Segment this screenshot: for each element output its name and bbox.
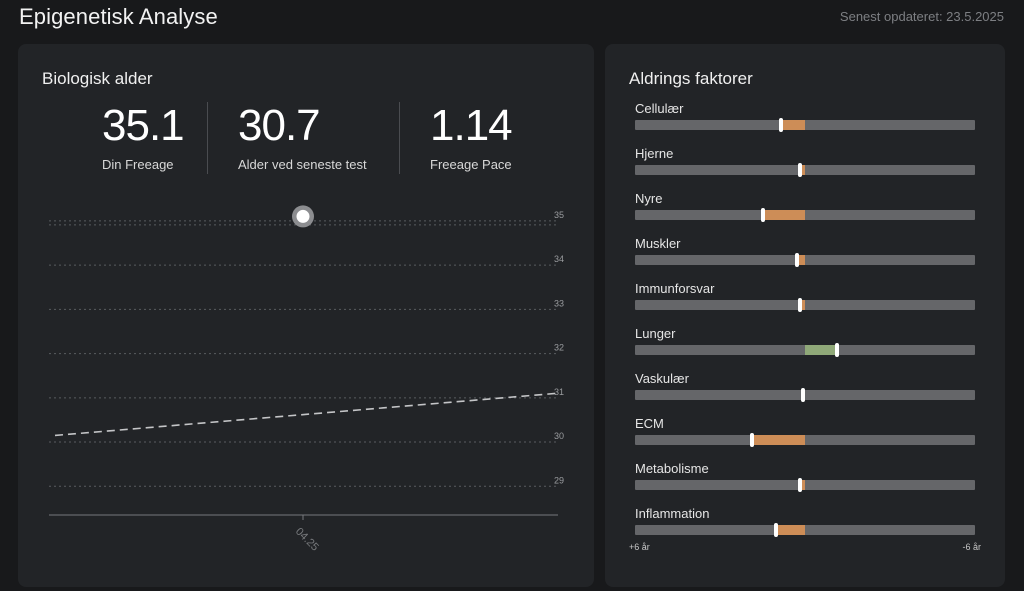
aging-factor-track — [635, 388, 975, 402]
age-chart: 35 34 33 32 31 30 29 04.25 — [49, 205, 564, 554]
last-updated-text: Senest opdateret: 23.5.2025 — [839, 9, 1004, 24]
freeage-pace-label: Freeage Pace — [430, 157, 512, 172]
y-tick-label: 33 — [554, 298, 564, 308]
aging-factor-track — [635, 523, 975, 537]
y-tick-label: 34 — [554, 254, 564, 264]
aging-factor-fill — [799, 480, 805, 490]
aging-factor-label: Cellulær — [635, 101, 684, 116]
freeage-stat: 35.1 Din Freeage — [102, 101, 185, 173]
aging-factor-label: Nyre — [635, 191, 663, 206]
biological-age-card: Biologisk alder 35.1 Din Freeage 30.7 Al… — [18, 44, 594, 587]
aging-factor-row: ECM — [635, 416, 975, 447]
aging-factor-fill — [799, 300, 805, 310]
last-test-age-stat: 30.7 Alder ved seneste test — [238, 101, 367, 173]
y-tick-label: 32 — [554, 343, 564, 353]
aging-factors-card: Aldrings faktorer Cellulær Hjerne Nyre Musk… — [605, 44, 1005, 587]
freeage-value: 35.1 — [102, 101, 185, 150]
aging-factor-row: Hjerne — [635, 146, 975, 177]
aging-factor-row: Cellulær — [635, 101, 975, 132]
aging-factor-marker — [760, 208, 765, 222]
trend-line — [54, 392, 557, 437]
aging-factor-track — [635, 343, 975, 357]
biological-age-title: Biologisk alder — [42, 69, 153, 88]
y-tick-label: 31 — [554, 387, 564, 397]
freeage-label: Din Freeage — [102, 157, 174, 172]
y-tick-label: 35 — [554, 210, 564, 220]
aging-factor-fill — [805, 345, 838, 355]
scale-left-label: +6 år — [629, 542, 650, 552]
stat-divider — [399, 102, 400, 174]
aging-factor-row: Metabolisme — [635, 461, 975, 492]
aging-factor-marker — [797, 298, 802, 312]
aging-factor-label: Muskler — [635, 236, 681, 251]
aging-factor-row: Nyre — [635, 191, 975, 222]
aging-factor-label: Vaskulær — [635, 371, 689, 386]
aging-factor-label: ECM — [635, 416, 664, 431]
data-point — [296, 209, 310, 223]
aging-factor-marker — [835, 343, 840, 357]
aging-factor-track — [635, 433, 975, 447]
last-test-age-value: 30.7 — [238, 101, 321, 150]
y-tick-label: 30 — [554, 431, 564, 441]
aging-factor-label: Inflammation — [635, 506, 710, 521]
scale-right-label: -6 år — [962, 542, 981, 552]
aging-factor-row: Lunger — [635, 326, 975, 357]
aging-factor-track — [635, 298, 975, 312]
aging-factor-row: Immunforsvar — [635, 281, 975, 312]
last-test-age-label: Alder ved seneste test — [238, 157, 367, 172]
aging-factor-row: Muskler — [635, 236, 975, 267]
x-tick-label: 04.25 — [293, 526, 321, 554]
aging-factor-marker — [797, 163, 802, 177]
aging-factor-track — [635, 163, 975, 177]
aging-factor-marker — [794, 253, 799, 267]
aging-factor-label: Lunger — [635, 326, 676, 341]
aging-factor-track — [635, 478, 975, 492]
aging-factor-marker — [797, 478, 802, 492]
aging-factor-marker — [750, 433, 755, 447]
freeage-pace-stat: 1.14 Freeage Pace — [430, 101, 513, 173]
aging-factor-fill — [799, 165, 805, 175]
page-title: Epigenetisk Analyse — [19, 4, 218, 29]
aging-factor-label: Metabolisme — [635, 461, 709, 476]
aging-factor-label: Immunforsvar — [635, 281, 715, 296]
y-tick-label: 29 — [554, 475, 564, 485]
aging-factor-marker — [801, 388, 806, 402]
aging-factor-fill — [781, 120, 805, 130]
freeage-pace-value: 1.14 — [430, 101, 513, 150]
aging-factors-title: Aldrings faktorer — [629, 69, 753, 88]
aging-factor-fill — [796, 255, 805, 265]
aging-factor-track — [635, 118, 975, 132]
aging-factor-marker — [774, 523, 779, 537]
aging-factor-row: Vaskulær — [635, 371, 975, 402]
aging-factor-track — [635, 208, 975, 222]
aging-factor-fill — [776, 525, 805, 535]
aging-factor-fill — [752, 435, 805, 445]
aging-factor-track — [635, 253, 975, 267]
aging-factor-fill — [762, 210, 805, 220]
stat-divider — [207, 102, 208, 174]
aging-factor-marker — [779, 118, 784, 132]
aging-factor-label: Hjerne — [635, 146, 674, 161]
aging-factor-row: Inflammation — [635, 506, 975, 537]
